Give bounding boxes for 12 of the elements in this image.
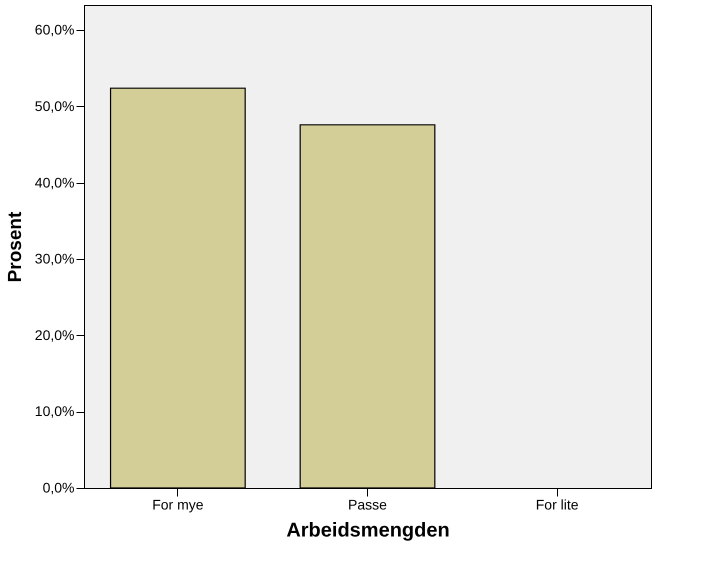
y-tick-label: 0,0% [42,480,74,496]
y-axis-title: Prosent [4,210,26,282]
y-tick-label: 30,0% [34,250,74,267]
x-tick-label: For lite [536,496,579,512]
y-tick-label: 50,0% [34,98,74,114]
x-tick-label: For mye [152,496,204,512]
y-tick-label: 40,0% [34,174,74,190]
y-tick-label: 10,0% [34,403,74,420]
y-tick-label: 60,0% [34,22,74,38]
x-axis-title: Arbeidsmengden [286,520,450,542]
y-tick-label: 20,0% [34,326,74,343]
x-tick-label: Passe [348,496,388,512]
